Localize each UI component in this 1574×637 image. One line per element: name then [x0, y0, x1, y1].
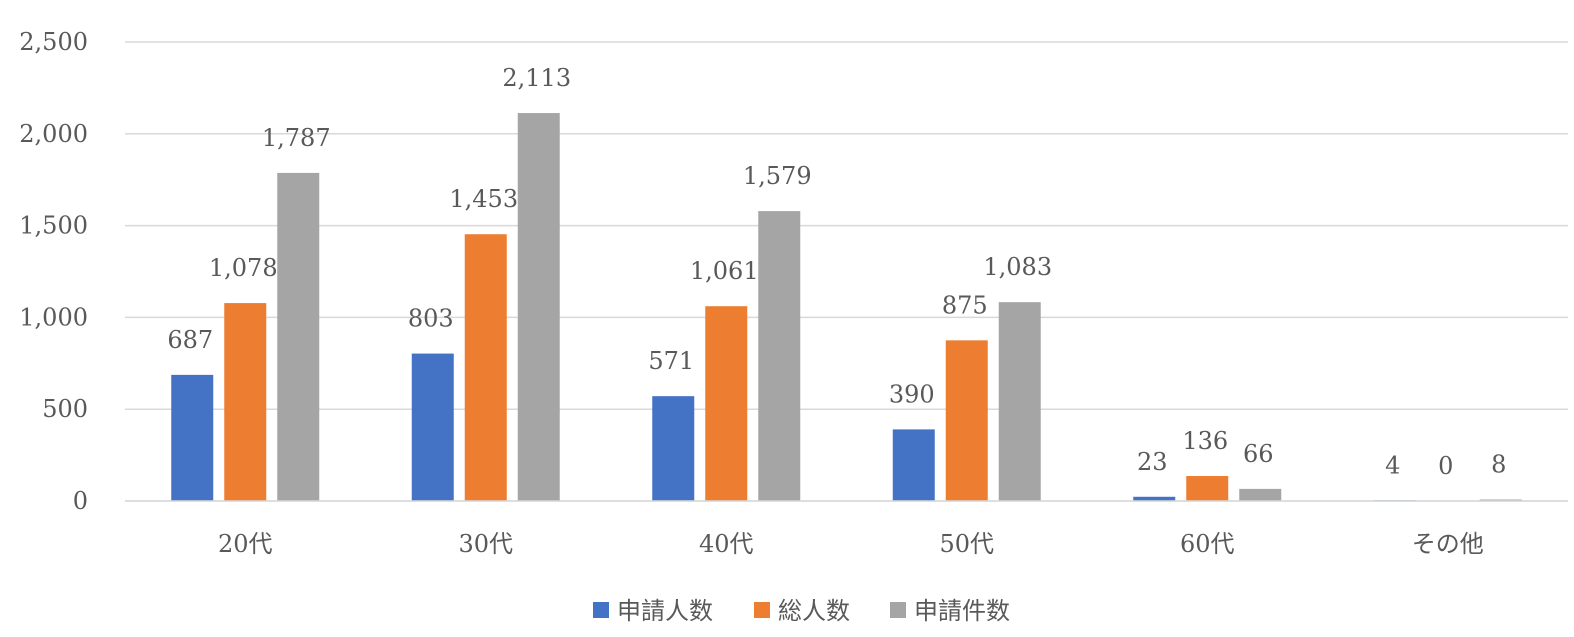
data-label: 2,113 [502, 64, 571, 92]
legend-swatch [593, 602, 609, 618]
x-category-label: その他 [1412, 530, 1484, 558]
bar [945, 340, 988, 501]
y-axis-tick-labels: 0 500 1,000 1,500 2,000 2,500 [19, 28, 88, 515]
x-category-label: 40代 [699, 530, 754, 558]
bar [998, 302, 1041, 501]
legend-label: 申請人数 [617, 597, 713, 625]
y-tick-label: 1,500 [19, 212, 88, 240]
legend-swatch [754, 602, 770, 618]
data-label: 875 [942, 291, 988, 319]
y-tick-label: 2,000 [19, 120, 88, 148]
x-category-label: 60代 [1180, 530, 1235, 558]
data-label: 687 [167, 326, 213, 354]
data-label: 1,061 [690, 257, 759, 285]
legend-label: 総人数 [778, 597, 850, 625]
y-tick-label: 0 [73, 487, 88, 515]
y-tick-label: 1,000 [19, 303, 88, 331]
bar [277, 172, 320, 501]
x-category-label: 30代 [458, 530, 513, 558]
data-label: 1,579 [743, 162, 812, 190]
data-label: 4 [1385, 451, 1400, 479]
bars [171, 113, 1522, 502]
data-labels: 687 1,078 1,787 803 1,453 2,113 571 1,061 1,579 3… [167, 64, 1506, 480]
bar [652, 396, 695, 501]
data-label: 66 [1243, 440, 1274, 468]
y-tick-label: 2,500 [19, 28, 88, 56]
bar [758, 211, 801, 502]
x-category-label: 20代 [218, 530, 273, 558]
data-label: 803 [408, 305, 454, 333]
bar [1133, 496, 1176, 501]
data-label: 1,083 [983, 253, 1052, 281]
bar [224, 303, 267, 501]
legend: 申請人数 総人数 申請件数 [593, 597, 1010, 625]
bar [464, 234, 507, 502]
data-label: 390 [889, 380, 935, 408]
bar [517, 113, 560, 502]
data-label: 136 [1182, 427, 1228, 455]
bar [171, 374, 214, 501]
data-label: 0 [1438, 452, 1453, 480]
legend-label: 申請件数 [914, 597, 1010, 625]
bar [411, 353, 454, 501]
bar [892, 429, 935, 501]
bar [1186, 476, 1229, 501]
data-label: 1,787 [262, 124, 331, 152]
x-category-label: 50代 [939, 530, 994, 558]
y-tick-label: 500 [42, 395, 88, 423]
data-label: 571 [648, 347, 694, 375]
data-label: 8 [1491, 451, 1506, 479]
bar [1239, 488, 1282, 501]
data-label: 1,453 [449, 185, 518, 213]
data-label: 1,078 [209, 254, 278, 282]
x-axis: 20代 30代 40代 50代 60代 その他 [125, 500, 1568, 558]
data-label: 23 [1137, 448, 1168, 476]
gridlines [125, 41, 1568, 502]
legend-swatch [890, 602, 906, 618]
bar [705, 306, 748, 501]
